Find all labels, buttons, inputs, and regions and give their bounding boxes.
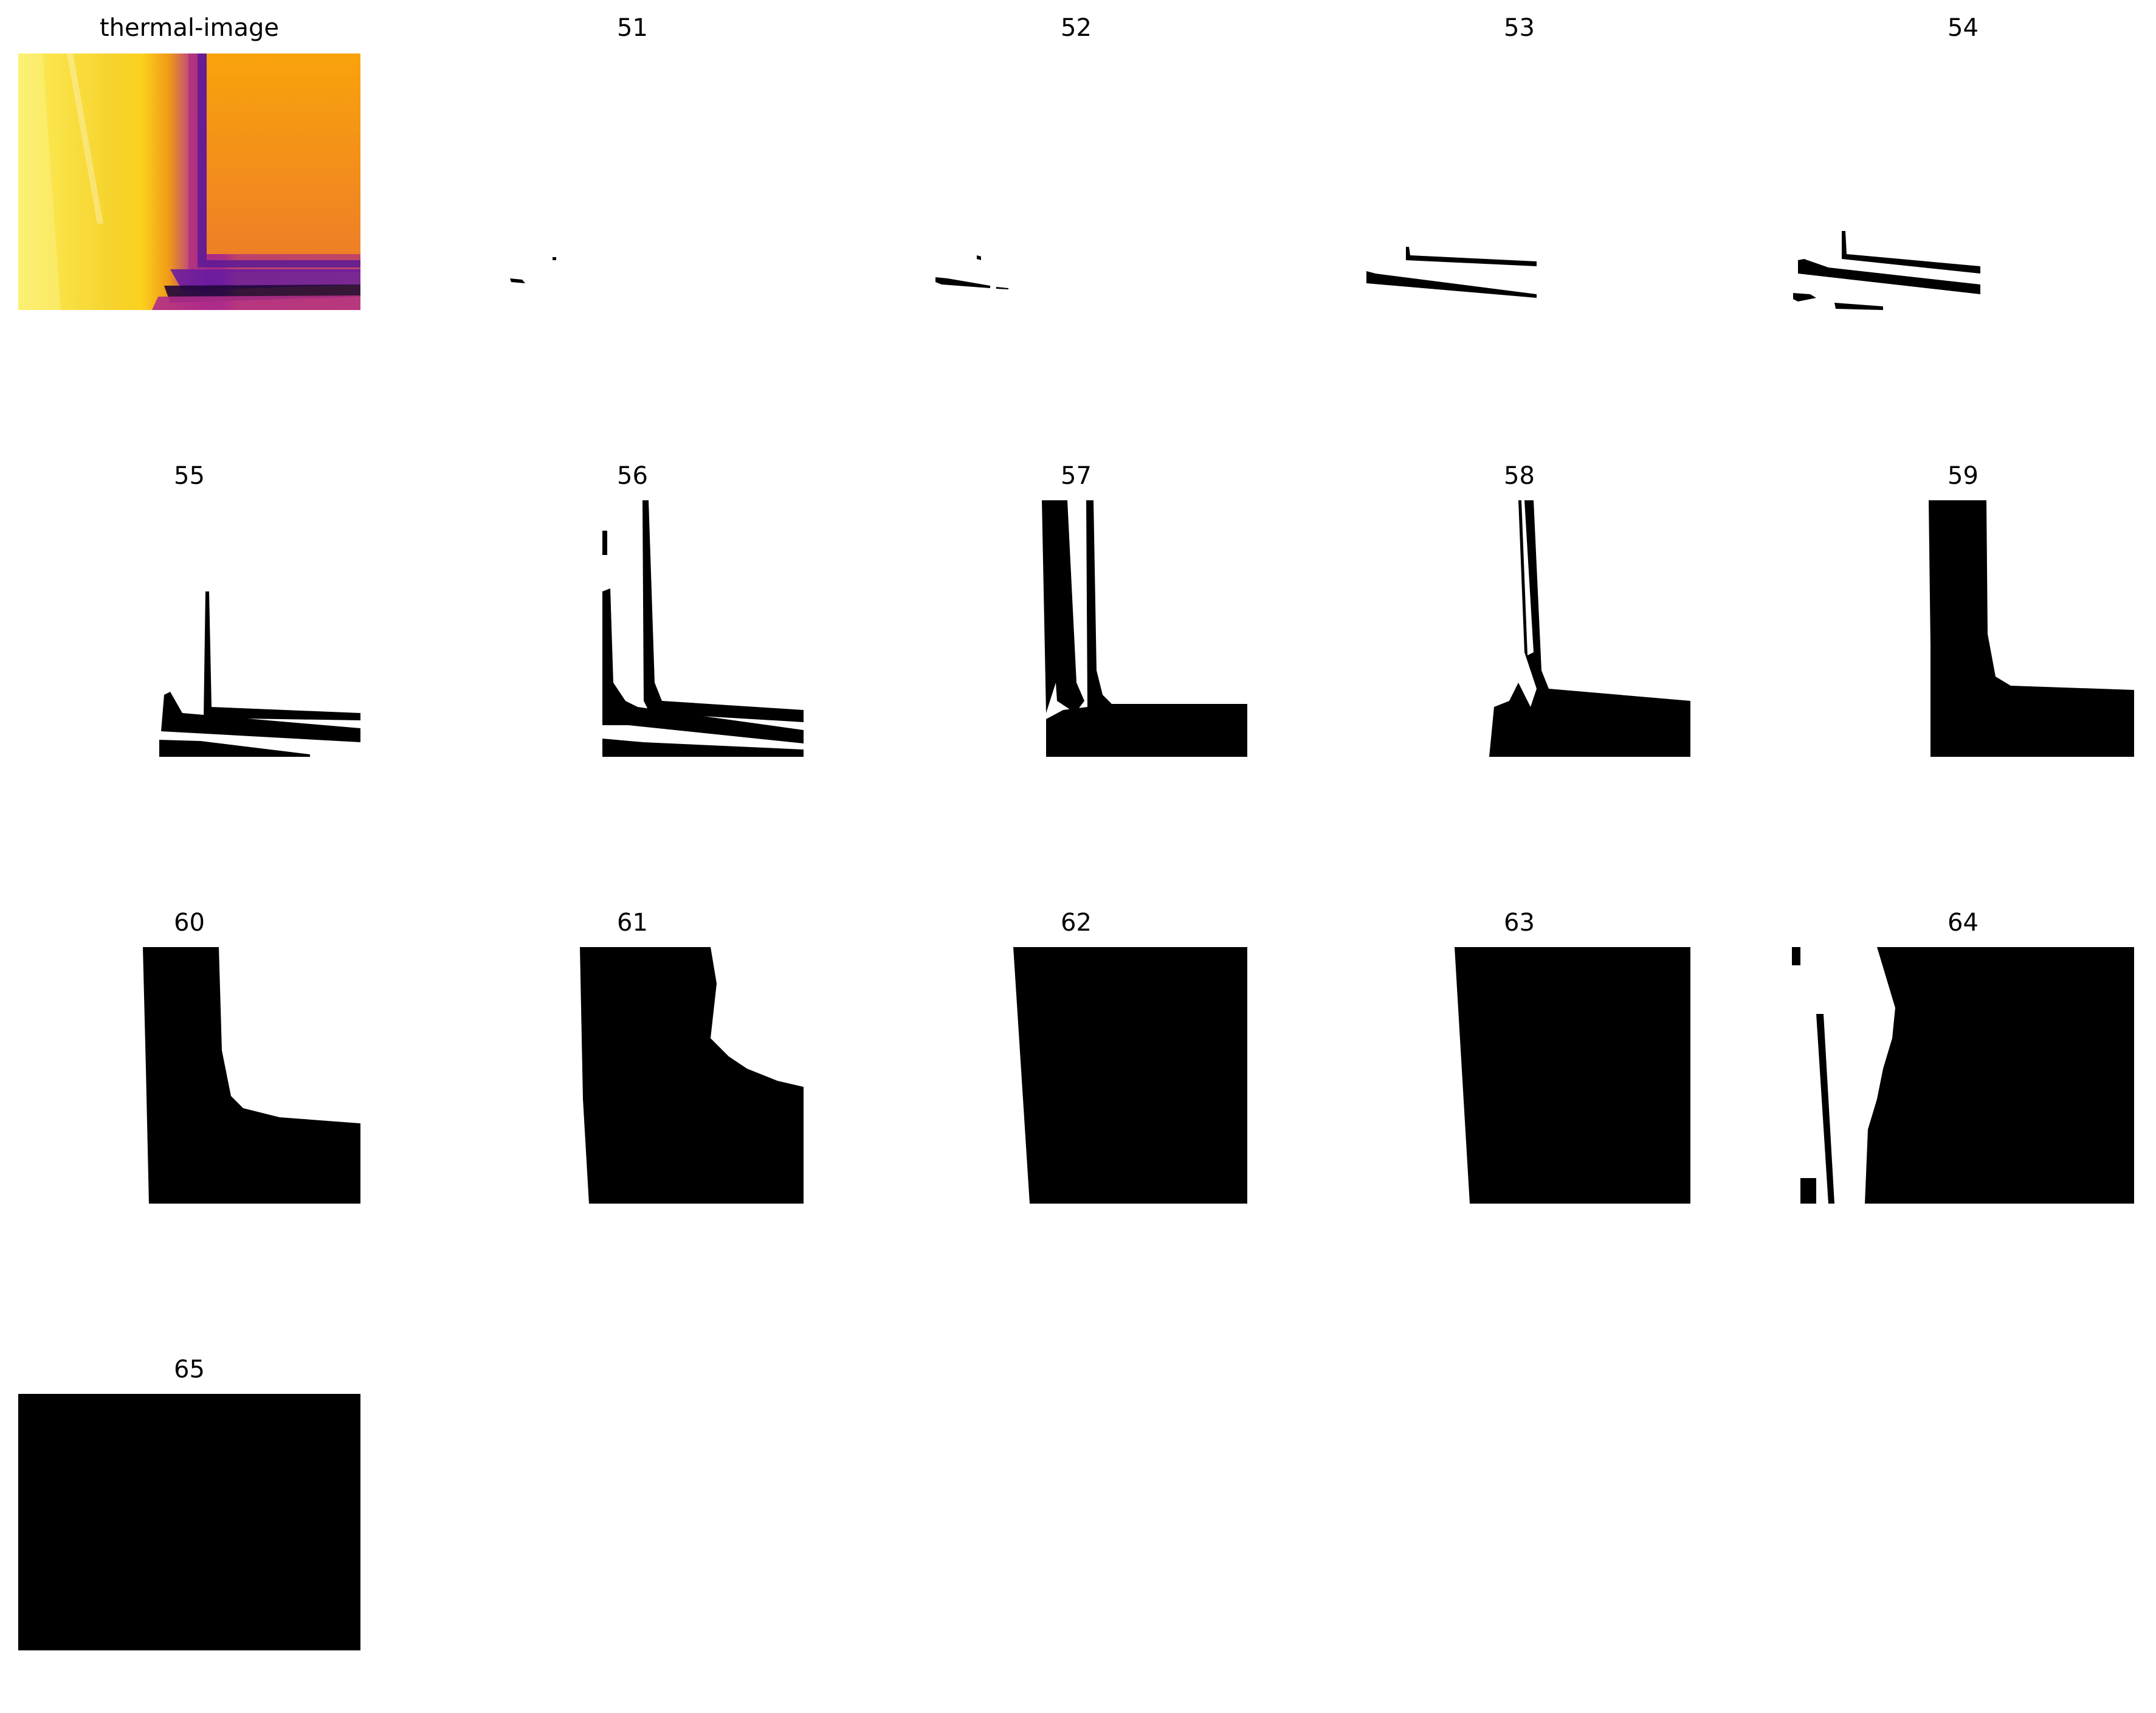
panel-56: 56 bbox=[461, 464, 804, 757]
panel-title: 51 bbox=[617, 14, 648, 42]
panel-title: 61 bbox=[617, 909, 648, 937]
panel-title: 59 bbox=[1948, 462, 1979, 490]
panel-60: 60 bbox=[18, 911, 360, 1204]
threshold-mask bbox=[1929, 500, 2134, 757]
panel-62: 62 bbox=[905, 911, 1247, 1204]
panel-title: 52 bbox=[1061, 14, 1092, 42]
threshold-mask bbox=[18, 1394, 360, 1650]
panel-title: 60 bbox=[174, 909, 205, 937]
panel-title: 57 bbox=[1061, 462, 1092, 490]
thermal-image bbox=[18, 53, 360, 310]
threshold-mask bbox=[1486, 500, 1690, 757]
panel-title: 56 bbox=[617, 462, 648, 490]
panel-51: 51 bbox=[461, 16, 804, 310]
panel-65: 65 bbox=[18, 1357, 360, 1650]
panel-title: 55 bbox=[174, 462, 205, 490]
panel-title: 65 bbox=[174, 1356, 205, 1384]
threshold-mask bbox=[580, 947, 804, 1204]
panel-55: 55 bbox=[18, 464, 360, 757]
panel-title: 62 bbox=[1061, 909, 1092, 937]
panel-title: 63 bbox=[1504, 909, 1535, 937]
threshold-mask bbox=[935, 255, 1008, 289]
panel-57: 57 bbox=[905, 464, 1247, 757]
panel-52: 52 bbox=[905, 16, 1247, 310]
threshold-mask bbox=[1455, 947, 1690, 1204]
panel-thermal-image: thermal-image bbox=[18, 16, 360, 310]
panel-title: 58 bbox=[1504, 462, 1535, 490]
panel-61: 61 bbox=[461, 911, 804, 1204]
panel-63: 63 bbox=[1348, 911, 1690, 1204]
threshold-mask bbox=[510, 257, 556, 283]
panel-title: 53 bbox=[1504, 14, 1535, 42]
panel-64: 64 bbox=[1792, 911, 2134, 1204]
panel-title: 64 bbox=[1948, 909, 1979, 937]
threshold-mask bbox=[602, 500, 804, 757]
panel-58: 58 bbox=[1348, 464, 1690, 757]
threshold-mask bbox=[143, 947, 360, 1204]
threshold-mask bbox=[1793, 231, 1980, 310]
panel-title: 54 bbox=[1948, 14, 1979, 42]
panel-title: thermal-image bbox=[100, 14, 279, 42]
threshold-mask bbox=[1366, 247, 1537, 298]
threshold-mask bbox=[1792, 947, 2134, 1204]
panel-54: 54 bbox=[1792, 16, 2134, 310]
threshold-mask bbox=[159, 591, 360, 757]
threshold-mask bbox=[1013, 947, 1247, 1204]
panel-59: 59 bbox=[1792, 464, 2134, 757]
panel-53: 53 bbox=[1348, 16, 1690, 310]
threshold-mask bbox=[1042, 500, 1247, 757]
